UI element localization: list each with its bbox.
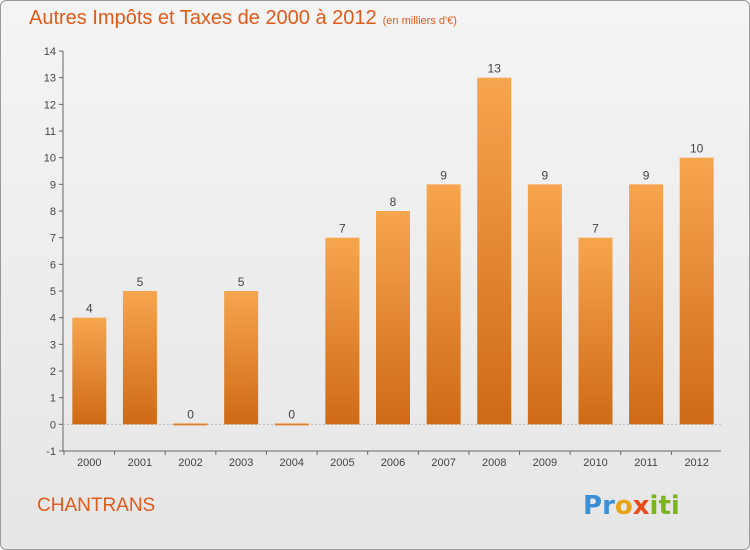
place-name: CHANTRANS xyxy=(37,495,156,516)
x-tick-label: 2004 xyxy=(280,457,304,469)
bar xyxy=(629,184,664,425)
y-tick-label: 4 xyxy=(50,313,56,325)
y-tick-label: 11 xyxy=(45,126,56,138)
data-label: 8 xyxy=(390,195,397,209)
y-tick-label: 10 xyxy=(44,153,56,165)
x-tick-label: 2008 xyxy=(482,457,506,469)
data-label: 5 xyxy=(238,275,245,289)
chart-title-text: Autres Impôts et Taxes de 2000 à 2012 xyxy=(29,7,377,29)
y-tick-label: 5 xyxy=(50,286,56,298)
y-tick-label: 0 xyxy=(50,419,56,431)
y-tick-label: 7 xyxy=(50,233,56,245)
bar xyxy=(173,423,208,426)
y-tick-label: 6 xyxy=(50,259,56,271)
x-tick-label: 2012 xyxy=(684,457,708,469)
bar xyxy=(376,211,410,425)
bar xyxy=(679,157,714,425)
y-tick-label: -1 xyxy=(46,446,56,458)
data-label: 13 xyxy=(488,62,502,76)
y-tick-label: 8 xyxy=(50,206,56,218)
chart-title: Autres Impôts et Taxes de 2000 à 2012 (en… xyxy=(29,7,457,30)
x-tick-label: 2002 xyxy=(178,457,202,469)
proxiti-logo: Proxiti xyxy=(583,491,680,521)
data-label: 4 xyxy=(86,302,93,316)
bar xyxy=(477,77,512,425)
bar xyxy=(578,237,613,425)
chart-subtitle: (en milliers d'€) xyxy=(382,15,457,27)
data-label: 10 xyxy=(690,142,704,156)
bar xyxy=(72,317,107,425)
data-label: 7 xyxy=(592,222,599,236)
data-label: 9 xyxy=(643,168,650,182)
x-tick-label: 2009 xyxy=(533,457,557,469)
x-tick-label: 2000 xyxy=(77,457,101,469)
y-tick-label: 2 xyxy=(50,366,56,378)
bar xyxy=(274,423,309,426)
data-label: 5 xyxy=(137,275,144,289)
y-tick-label: 1 xyxy=(50,393,56,405)
data-label: 9 xyxy=(542,168,549,182)
y-tick-label: 14 xyxy=(44,46,56,58)
x-tick-label: 2007 xyxy=(431,457,455,469)
data-label: 0 xyxy=(187,407,194,421)
bar xyxy=(224,291,259,425)
data-label: 0 xyxy=(288,407,295,421)
y-tick-label: 13 xyxy=(44,73,56,85)
bar xyxy=(426,184,461,425)
bar xyxy=(527,184,562,425)
bar xyxy=(122,291,157,425)
y-tick-label: 3 xyxy=(50,339,56,351)
x-tick-label: 2005 xyxy=(330,457,354,469)
x-tick-label: 2001 xyxy=(128,457,152,469)
y-tick-label: 9 xyxy=(50,179,56,191)
x-tick-label: 2003 xyxy=(229,457,253,469)
data-label: 9 xyxy=(440,168,447,182)
x-tick-label: 2011 xyxy=(634,457,658,469)
y-tick-label: 12 xyxy=(44,99,56,111)
x-tick-label: 2010 xyxy=(583,457,607,469)
bar xyxy=(325,237,360,425)
data-label: 7 xyxy=(339,222,346,236)
x-tick-label: 2006 xyxy=(381,457,405,469)
